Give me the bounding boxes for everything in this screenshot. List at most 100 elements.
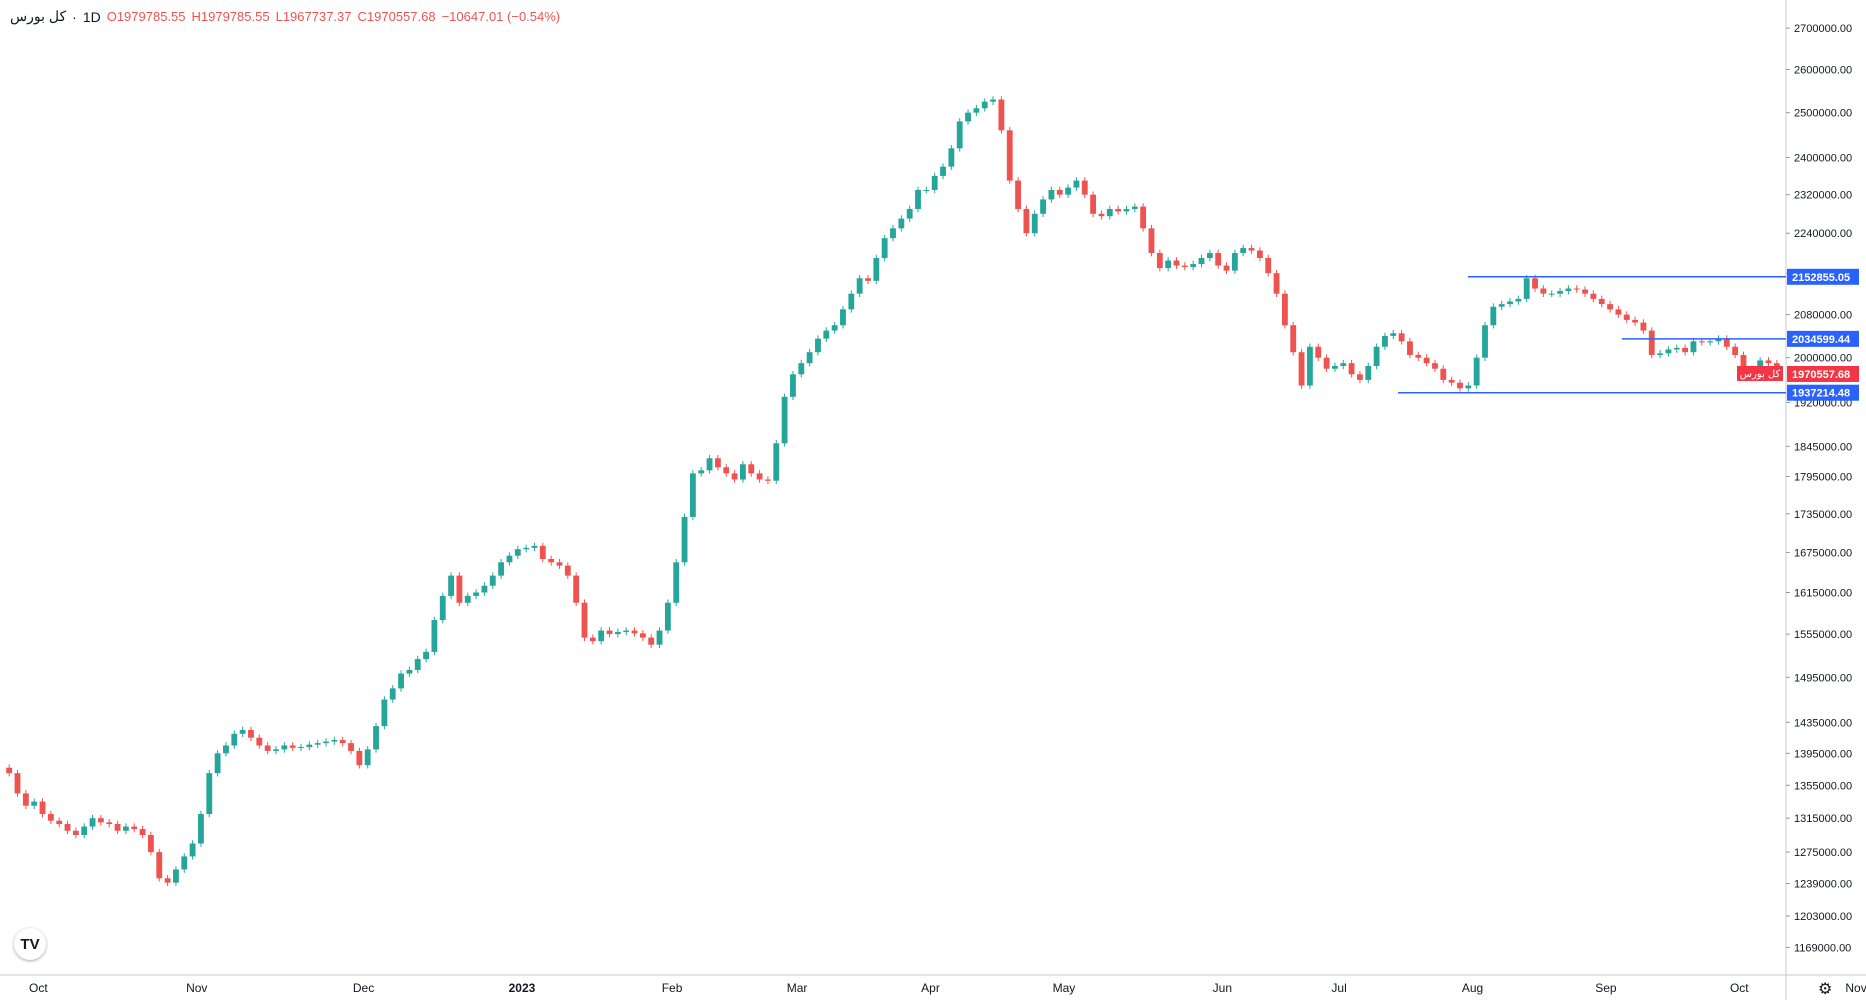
candle-body[interactable] <box>89 818 96 827</box>
candle-body[interactable] <box>72 830 79 835</box>
candle-body[interactable] <box>389 688 396 700</box>
candle-body[interactable] <box>823 330 830 339</box>
candle-body[interactable] <box>231 733 238 746</box>
candle-body[interactable] <box>890 228 896 239</box>
candle-body[interactable] <box>1440 368 1447 380</box>
candle-body[interactable] <box>323 741 329 744</box>
candle-body[interactable] <box>1106 208 1113 217</box>
candle-body[interactable] <box>1682 347 1689 353</box>
candle-body[interactable] <box>731 473 738 480</box>
candle-body[interactable] <box>1298 352 1305 386</box>
candle-body[interactable] <box>1123 208 1130 212</box>
candle-body[interactable] <box>256 737 263 746</box>
candle-body[interactable] <box>64 824 71 831</box>
interval-label[interactable]: 1D <box>82 8 101 25</box>
candle-body[interactable] <box>714 458 721 468</box>
candle-body[interactable] <box>1523 278 1530 299</box>
candle-body[interactable] <box>1515 298 1522 302</box>
candle-body[interactable] <box>815 338 821 353</box>
candle-body[interactable] <box>1190 264 1197 268</box>
candle-body[interactable] <box>414 659 421 670</box>
candle-body[interactable] <box>1081 180 1088 195</box>
candle-body[interactable] <box>1031 213 1038 234</box>
candle-body[interactable] <box>689 473 696 517</box>
candle-body[interactable] <box>348 743 354 751</box>
candle-body[interactable] <box>1006 130 1013 181</box>
candle-body[interactable] <box>1673 347 1680 350</box>
candle-body[interactable] <box>1306 346 1313 386</box>
candle-body[interactable] <box>406 669 413 674</box>
candle-body[interactable] <box>1598 298 1605 305</box>
candle-body[interactable] <box>273 749 279 751</box>
candle-body[interactable] <box>81 826 88 835</box>
candle-body[interactable] <box>1015 180 1021 209</box>
candle-body[interactable] <box>1607 304 1613 310</box>
candle-body[interactable] <box>1757 360 1764 369</box>
candle-body[interactable] <box>1231 253 1238 271</box>
candle-body[interactable] <box>223 745 229 754</box>
candle-body[interactable] <box>981 101 988 109</box>
candle-body[interactable] <box>1582 289 1588 294</box>
candle-body[interactable] <box>1473 357 1480 386</box>
candle-body[interactable] <box>1040 199 1047 214</box>
candle-body[interactable] <box>1632 319 1639 323</box>
candle-body[interactable] <box>164 878 171 883</box>
candle-body[interactable] <box>1540 288 1547 294</box>
candle-body[interactable] <box>614 631 621 635</box>
candle-body[interactable] <box>973 108 980 113</box>
candle-body[interactable] <box>1173 260 1180 266</box>
candle-body[interactable] <box>489 575 496 586</box>
candle-body[interactable] <box>1090 194 1097 214</box>
candle-body[interactable] <box>790 374 796 397</box>
candle-body[interactable] <box>931 175 938 190</box>
candle-body[interactable] <box>314 743 321 745</box>
candle-body[interactable] <box>331 740 338 742</box>
candle-body[interactable] <box>673 562 680 603</box>
candle-body[interactable] <box>1206 253 1213 259</box>
candle-body[interactable] <box>756 473 763 480</box>
candle-body[interactable] <box>840 309 846 326</box>
candle-body[interactable] <box>856 278 863 294</box>
candle-body[interactable] <box>1648 330 1655 355</box>
candle-body[interactable] <box>1373 346 1380 366</box>
candle-body[interactable] <box>664 602 671 631</box>
candle-body[interactable] <box>940 166 946 176</box>
candle-body[interactable] <box>1281 293 1288 326</box>
candle-body[interactable] <box>965 112 971 122</box>
candle-body[interactable] <box>623 630 630 632</box>
candle-body[interactable] <box>1532 278 1538 289</box>
candle-body[interactable] <box>865 278 871 281</box>
candle-body[interactable] <box>1623 314 1630 320</box>
candle-body[interactable] <box>1165 260 1172 269</box>
candle-body[interactable] <box>698 470 705 474</box>
candle-body[interactable] <box>1148 228 1155 254</box>
candle-body[interactable] <box>1707 341 1714 343</box>
candle-body[interactable] <box>606 630 613 635</box>
candle-body[interactable] <box>1665 349 1672 354</box>
candle-body[interactable] <box>765 479 771 481</box>
candle-body[interactable] <box>206 773 213 815</box>
candle-body[interactable] <box>1715 338 1722 342</box>
candle-body[interactable] <box>990 99 996 102</box>
candle-body[interactable] <box>906 208 913 219</box>
candle-body[interactable] <box>1248 248 1255 251</box>
candle-body[interactable] <box>1156 253 1163 269</box>
candle-body[interactable] <box>1423 357 1430 364</box>
candle-body[interactable] <box>1215 253 1222 266</box>
candle-body[interactable] <box>31 801 38 806</box>
candle-body[interactable] <box>1732 346 1739 355</box>
candle-body[interactable] <box>423 651 429 660</box>
candle-body[interactable] <box>1265 258 1272 274</box>
candle-body[interactable] <box>1023 208 1030 234</box>
candle-body[interactable] <box>106 822 113 825</box>
candle-body[interactable] <box>1382 335 1388 347</box>
candle-body[interactable] <box>14 773 21 794</box>
candle-body[interactable] <box>1415 354 1422 358</box>
candle-body[interactable] <box>1390 333 1397 336</box>
candle-body[interactable] <box>381 699 388 727</box>
candle-body[interactable] <box>1482 325 1488 358</box>
candle-body[interactable] <box>1690 341 1697 353</box>
candle-body[interactable] <box>47 814 54 821</box>
candle-body[interactable] <box>431 620 438 652</box>
